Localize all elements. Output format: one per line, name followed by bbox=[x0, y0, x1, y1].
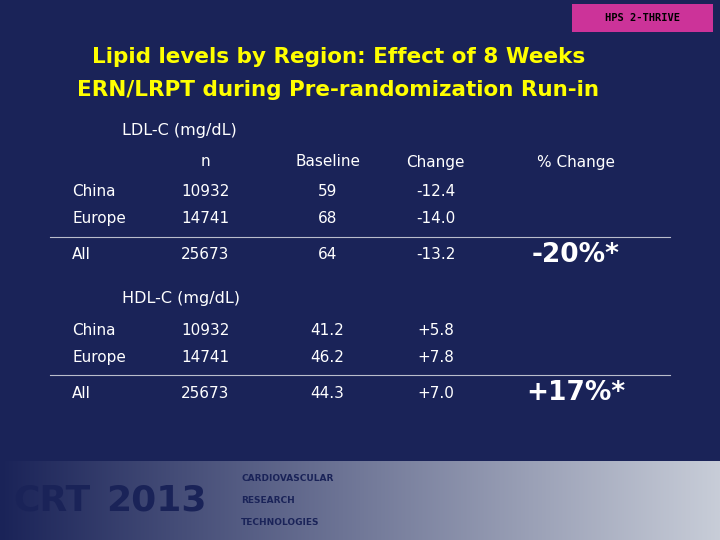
Text: 14741: 14741 bbox=[181, 350, 229, 365]
Text: +7.8: +7.8 bbox=[417, 350, 454, 365]
Text: ERN/LRPT during Pre-randomization Run-in: ERN/LRPT during Pre-randomization Run-in bbox=[77, 80, 599, 100]
Text: +17%*: +17%* bbox=[526, 380, 626, 406]
Text: CARDIOVASCULAR: CARDIOVASCULAR bbox=[241, 475, 333, 483]
Text: China: China bbox=[72, 184, 115, 199]
Text: Europe: Europe bbox=[72, 350, 126, 365]
Text: Baseline: Baseline bbox=[295, 154, 360, 170]
Text: China: China bbox=[72, 323, 115, 338]
Text: 25673: 25673 bbox=[181, 386, 230, 401]
Text: 41.2: 41.2 bbox=[311, 323, 344, 338]
Text: 2013: 2013 bbox=[107, 484, 207, 518]
Text: +7.0: +7.0 bbox=[417, 386, 454, 401]
Text: 44.3: 44.3 bbox=[310, 386, 345, 401]
Text: All: All bbox=[72, 247, 91, 262]
Text: RESEARCH: RESEARCH bbox=[241, 496, 295, 505]
Text: 14741: 14741 bbox=[181, 211, 229, 226]
Text: 10932: 10932 bbox=[181, 323, 230, 338]
Text: 25673: 25673 bbox=[181, 247, 230, 262]
Text: 68: 68 bbox=[318, 211, 337, 226]
Text: 46.2: 46.2 bbox=[310, 350, 345, 365]
Text: LDL-C (mg/dL): LDL-C (mg/dL) bbox=[122, 123, 237, 138]
Text: HPS 2-THRIVE: HPS 2-THRIVE bbox=[605, 13, 680, 23]
Text: 10932: 10932 bbox=[181, 184, 230, 199]
Text: Change: Change bbox=[406, 154, 465, 170]
Text: Lipid levels by Region: Effect of 8 Weeks: Lipid levels by Region: Effect of 8 Week… bbox=[91, 46, 585, 67]
Text: -14.0: -14.0 bbox=[416, 211, 455, 226]
Text: All: All bbox=[72, 386, 91, 401]
Text: +5.8: +5.8 bbox=[417, 323, 454, 338]
Text: 59: 59 bbox=[318, 184, 337, 199]
Text: 64: 64 bbox=[318, 247, 337, 262]
FancyBboxPatch shape bbox=[572, 4, 713, 32]
Text: CRT: CRT bbox=[13, 484, 90, 518]
Text: TECHNOLOGIES: TECHNOLOGIES bbox=[241, 518, 320, 527]
Text: n: n bbox=[200, 154, 210, 170]
Text: -20%*: -20%* bbox=[532, 242, 620, 268]
Text: HDL-C (mg/dL): HDL-C (mg/dL) bbox=[122, 291, 240, 306]
Text: -13.2: -13.2 bbox=[416, 247, 455, 262]
Text: -12.4: -12.4 bbox=[416, 184, 455, 199]
Text: % Change: % Change bbox=[537, 154, 615, 170]
Text: Europe: Europe bbox=[72, 211, 126, 226]
